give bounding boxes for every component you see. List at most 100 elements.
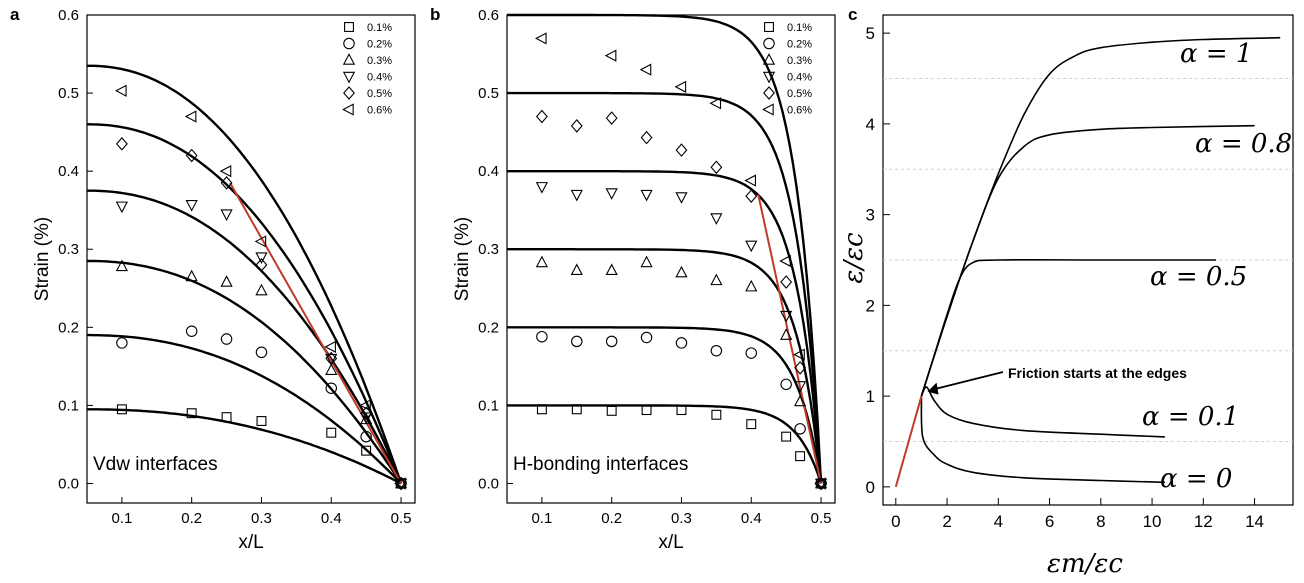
panel-b-x-tick-label: 0.3 [671, 510, 692, 527]
panel-b-legend-marker [762, 103, 774, 116]
panel-b-point-0.4% [570, 189, 583, 202]
panel-a-fit-curve-0.2% [87, 333, 402, 485]
panel-b-point-0.4% [710, 213, 723, 225]
panel-a-y-tick-label: 0.2 [58, 319, 79, 336]
panel-b-point-0.3% [675, 265, 688, 278]
panel-b-point-0.5% [710, 160, 723, 175]
panel-b-point-0.3% [570, 263, 583, 276]
panel-b-y-tick-label: 0.4 [478, 163, 499, 180]
panel-c-curve-α = 0.1 [920, 386, 1165, 438]
panel-a-fit-curve-0.5% [87, 123, 403, 484]
panel-a-point-0.6% [254, 235, 267, 248]
panel-b-point-0.2% [780, 378, 792, 391]
panel-c-x-tick-label: 12 [1194, 512, 1213, 531]
panel-b-frame [506, 14, 836, 504]
panel-b-point-0.5% [535, 109, 548, 124]
panel-a-legend-label: 0.6% [367, 105, 392, 117]
panel-a-point-0.3% [115, 259, 129, 272]
panel-c-curve-α = 0.5 [920, 258, 1217, 397]
panel-a-point-0.1% [326, 427, 337, 438]
panel-b-fit-curve-0.1% [507, 404, 823, 484]
panel-a-point-0.4% [360, 412, 373, 425]
panel-a-x-label: x/L [238, 532, 263, 553]
panel-a-point-0.2% [116, 337, 128, 349]
panel-c-y-tick-label: 1 [866, 387, 875, 406]
panel-a-y-tick-label: 0.6 [58, 7, 79, 24]
panel-a-point-0.2% [325, 382, 338, 394]
panel-a-fit-curve-0.6% [87, 64, 403, 484]
panel-b-legend-marker [763, 37, 775, 50]
panel-c-x-tick-label: 0 [891, 512, 900, 531]
panel-a-point-0.6% [114, 84, 127, 97]
panel-c-series-label: α = 0 [1160, 464, 1232, 494]
panel-a-point-0.5% [360, 406, 373, 421]
panel-c-y-tick-label: 3 [866, 206, 875, 225]
panel-a-point-0.1% [256, 416, 267, 426]
panel-a-fit-curve-0.3% [87, 259, 403, 485]
panel-a-point-0.4% [115, 201, 129, 214]
panel-letter-b: b [430, 5, 440, 24]
panel-b-legend-label: 0.5% [787, 88, 812, 100]
panel-b-fit-curve-0.6% [507, 13, 823, 484]
panel-a-x-tick-label: 0.5 [391, 510, 412, 527]
panel-a-legend-marker [342, 103, 354, 116]
panel-a-point-0.3% [394, 476, 408, 489]
panel-a-x-tick-label: 0.3 [251, 510, 272, 527]
panel-b-fit-curve-0.5% [507, 91, 823, 484]
panel-c-curve-α = 0 [920, 396, 1165, 484]
panel-b-point-0.1% [641, 405, 652, 416]
panel-b-point-0.4% [675, 192, 688, 204]
panel-c-x-tick-label: 6 [1045, 512, 1054, 531]
panel-b-fit-curve-0.3% [507, 248, 823, 484]
panel-c-series-label: α = 0.1 [1142, 402, 1239, 432]
panel-b-y-tick-label: 0.1 [478, 397, 499, 414]
panel-b-point-0.4% [814, 478, 828, 491]
panel-b-fit-curve-0.4% [507, 170, 823, 484]
panel-b-point-0.3% [745, 279, 758, 292]
panel-a-legend-label: 0.3% [367, 55, 392, 67]
panel-a-point-0.4% [394, 478, 408, 491]
panel-a-legend-label: 0.1% [367, 22, 392, 34]
panel-b-point-0.3% [710, 273, 723, 286]
panel-b-point-0.2% [794, 423, 806, 435]
panel-b-point-0.5% [605, 111, 618, 125]
panel-b-point-0.4% [780, 310, 793, 323]
panel-b-point-0.6% [674, 80, 687, 93]
panel-a-point-0.6% [184, 110, 197, 123]
panel-b-y-tick-label: 0.2 [478, 319, 499, 336]
panel-a-point-0.5% [185, 148, 198, 163]
panel-b-point-0.6% [534, 32, 547, 45]
panel-a-legend-label: 0.2% [367, 39, 392, 51]
panel-b-point-0.1% [676, 405, 687, 416]
panel-a-point-0.5% [220, 176, 233, 190]
panel-b-point-0.1% [571, 404, 582, 415]
panel-b-point-0.6% [814, 477, 826, 490]
panel-b-point-0.2% [710, 344, 723, 357]
panel-a-point-0.3% [325, 363, 338, 375]
panel-a-legend-marker [343, 86, 355, 100]
panel-a-point-0.1% [186, 408, 197, 419]
panel-a-legend-label: 0.5% [367, 88, 392, 100]
panel-b-point-0.5% [815, 476, 827, 491]
panel-b-point-0.4% [745, 240, 758, 253]
panel-b-legend-marker [763, 86, 775, 100]
panel-b-point-0.3% [814, 476, 828, 489]
panel-b-point-0.4% [535, 182, 549, 194]
panel-c-curve-α = 0.8 [920, 124, 1255, 397]
panel-a-point-0.5% [325, 351, 338, 366]
panel-a-fit-curve-0.1% [87, 408, 402, 485]
panel-a-point-0.5% [255, 258, 268, 272]
panel-a-x-tick-label: 0.1 [111, 510, 132, 527]
panel-b-point-0.1% [711, 409, 722, 420]
panel-b-point-0.3% [535, 255, 549, 268]
panel-a-y-tick-label: 0.3 [58, 241, 79, 258]
panel-b-point-0.4% [640, 189, 653, 202]
panel-a-x-tick-label: 0.2 [181, 510, 202, 527]
panel-b-x-tick-label: 0.4 [741, 510, 762, 527]
panel-a-x-tick-label: 0.4 [321, 510, 342, 527]
panel-b-point-0.2% [640, 331, 653, 344]
panel-a-red-line [229, 182, 402, 484]
panel-b-legend-label: 0.1% [787, 22, 812, 34]
panel-b-point-0.3% [640, 255, 653, 268]
